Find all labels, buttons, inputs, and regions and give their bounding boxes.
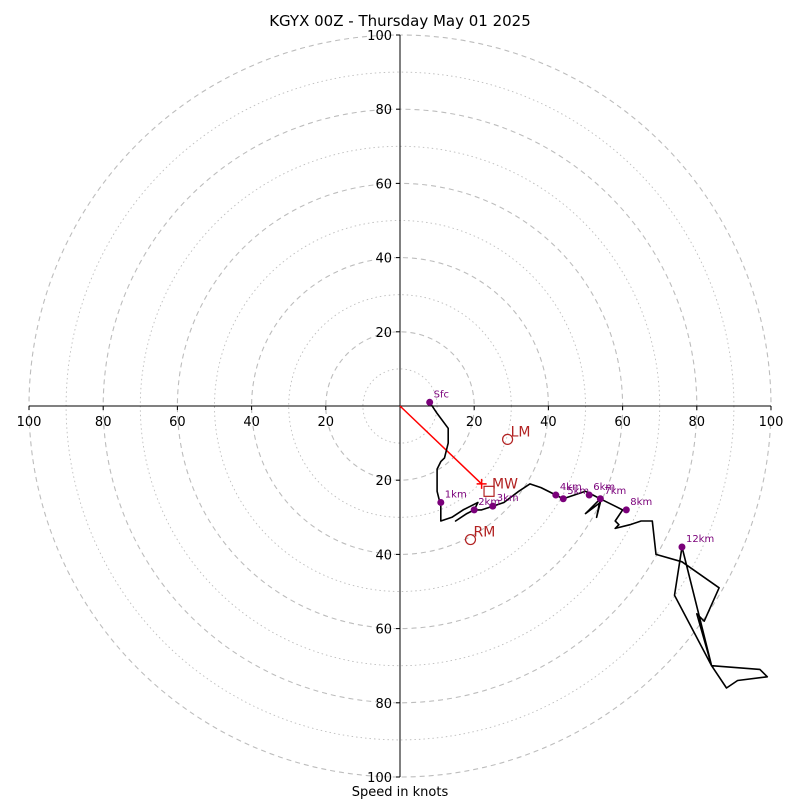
storm-motion-label: RM	[473, 525, 495, 541]
y-tick-label: 80	[375, 697, 392, 712]
y-tick-label: 40	[375, 252, 392, 267]
y-tick-label: 20	[375, 326, 392, 341]
y-tick-label: 100	[367, 771, 392, 786]
shear-vector-line	[399, 405, 483, 485]
y-tick-label: 40	[375, 548, 392, 563]
height-marker-point	[622, 506, 630, 514]
height-marker-label: 12km	[686, 534, 714, 545]
height-marker-point	[470, 506, 478, 514]
height-marker-point	[489, 502, 497, 510]
tick-labels: 100 80 60 40 20 20 40 60 80 100 100 80 60 40 20 20 40 60 8…	[17, 29, 784, 786]
height-marker-point	[678, 543, 686, 551]
height-marker-label: 5km	[567, 486, 589, 497]
x-tick-label: 80	[689, 415, 706, 430]
x-tick-label: 40	[243, 415, 260, 430]
y-tick-label: 60	[375, 177, 392, 192]
x-tick-label: 100	[17, 415, 42, 430]
height-marker-label: 3km	[497, 493, 519, 504]
chart-title: KGYX 00Z - Thursday May 01 2025	[269, 12, 531, 30]
height-marker-label: 7km	[604, 486, 626, 497]
height-marker-label: 2km	[478, 497, 500, 508]
height-marker-label: 4km	[560, 482, 582, 493]
storm-motion-markers: LM MW RM	[464, 424, 531, 546]
storm-motion-circle	[464, 533, 477, 546]
storm-motion-label: MW	[492, 476, 518, 492]
x-axis-label: Speed in knots	[352, 785, 449, 800]
y-tick-label: 60	[375, 623, 392, 638]
x-tick-label: 80	[95, 415, 112, 430]
x-tick-label: 20	[466, 415, 483, 430]
x-tick-label: 100	[759, 415, 784, 430]
y-tick-label: 80	[375, 103, 392, 118]
storm-motion-label: LM	[511, 424, 531, 440]
height-marker-label: Sfc	[434, 389, 449, 400]
wind-trace	[429, 401, 769, 689]
x-tick-label: 60	[614, 415, 631, 430]
x-tick-label: 40	[540, 415, 557, 430]
height-marker-label: 1km	[445, 489, 467, 500]
height-marker-point	[552, 491, 560, 499]
x-tick-label: 60	[169, 415, 186, 430]
height-marker-point	[585, 491, 593, 499]
storm-motion-square	[483, 485, 495, 497]
shear-vector	[399, 405, 487, 489]
height-marker-point	[437, 498, 445, 506]
y-tick-label: 20	[375, 474, 392, 489]
height-marker-point	[559, 495, 567, 503]
y-tick-label: 100	[367, 29, 392, 44]
height-marker-label: 6km	[593, 482, 615, 493]
height-marker-point	[596, 495, 604, 503]
wind-trace-line	[429, 401, 769, 689]
storm-motion-circle	[501, 433, 514, 445]
shear-vector-end-marker	[476, 478, 487, 489]
x-tick-label: 20	[318, 415, 335, 430]
height-marker-label: 8km	[630, 497, 652, 508]
height-marker-point	[426, 398, 434, 406]
